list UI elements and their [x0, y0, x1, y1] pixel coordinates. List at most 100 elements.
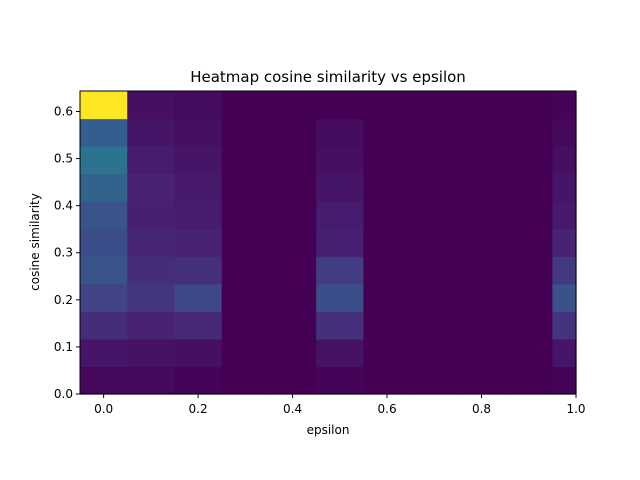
heatmap-cell — [505, 173, 553, 202]
heatmap-cell — [221, 228, 270, 257]
heatmap-cell — [316, 311, 365, 340]
heatmap-cell — [457, 256, 506, 285]
heatmap-cell — [80, 283, 128, 312]
heatmap-cell — [457, 118, 506, 147]
heatmap-cell — [505, 201, 553, 230]
heatmap-cell — [174, 338, 223, 368]
y-tick-label: 0.2 — [54, 293, 73, 307]
heatmap-cell — [127, 311, 176, 340]
heatmap-cell — [268, 283, 317, 312]
heatmap-cell — [552, 173, 577, 202]
heatmap-cell — [174, 91, 223, 120]
heatmap-cell — [552, 283, 577, 312]
heatmap-cell — [80, 91, 128, 120]
heatmap-cell — [80, 173, 128, 202]
heatmap-cell — [410, 311, 459, 340]
plot-frame — [79, 90, 577, 395]
y-tick-label: 0.3 — [54, 246, 73, 260]
heatmap-cell — [505, 256, 553, 285]
heatmap-cell — [410, 118, 459, 147]
heatmap-cell — [80, 201, 128, 230]
heatmap-cell — [316, 283, 365, 312]
heatmap-cell — [457, 228, 506, 257]
heatmap-cell — [316, 256, 365, 285]
heatmap-cell — [552, 256, 577, 285]
x-axis-label: epsilon — [307, 423, 350, 437]
heatmap-cell — [174, 256, 223, 285]
heatmap-cell — [410, 283, 459, 312]
heatmap-cell — [127, 118, 176, 147]
heatmap-cell — [221, 146, 270, 175]
y-tick-label: 0.0 — [54, 387, 73, 401]
heatmap-cell — [363, 366, 412, 395]
heatmap-cell — [316, 173, 365, 202]
heatmap-cell — [127, 228, 176, 257]
heatmap-cell — [316, 201, 365, 230]
heatmap-cell — [552, 91, 577, 120]
x-axis: 0.0 0.2 0.4 0.6 0.8 1.0 — [94, 394, 586, 416]
heatmap-cell — [268, 256, 317, 285]
heatmap-cell — [127, 338, 176, 368]
heatmap-cell — [457, 311, 506, 340]
heatmap-cell — [363, 118, 412, 147]
heatmap-cell — [552, 201, 577, 230]
heatmap-cell — [505, 338, 553, 368]
heatmap-cell — [410, 256, 459, 285]
heatmap-cell — [221, 173, 270, 202]
heatmap-cell — [174, 283, 223, 312]
heatmap-cell — [316, 366, 365, 395]
heatmap-cell — [127, 366, 176, 395]
heatmap-cell — [174, 146, 223, 175]
heatmap-cell — [316, 146, 365, 175]
heatmap-cell — [552, 228, 577, 257]
heatmap-cell — [221, 91, 270, 120]
y-tick-label: 0.1 — [54, 340, 73, 354]
heatmap-cell — [505, 146, 553, 175]
heatmap-cell — [127, 146, 176, 175]
heatmap-cell — [221, 366, 270, 395]
heatmap-cell — [363, 228, 412, 257]
heatmap-cell — [457, 283, 506, 312]
y-axis-label: cosine similarity — [28, 193, 42, 291]
heatmap-cell — [268, 146, 317, 175]
heatmap-cell — [505, 228, 553, 257]
heatmap-cell — [363, 91, 412, 120]
x-tick-label: 0.8 — [472, 402, 491, 416]
heatmap-cell — [221, 201, 270, 230]
heatmap-cell — [363, 283, 412, 312]
heatmap-cell — [80, 338, 128, 368]
heatmap-cell — [174, 366, 223, 395]
heatmap-cell — [268, 201, 317, 230]
x-tick-label: 1.0 — [566, 402, 585, 416]
heatmap-cell — [268, 228, 317, 257]
x-tick-label: 0.4 — [283, 402, 302, 416]
heatmap-cell — [80, 118, 128, 147]
heatmap-cell — [410, 228, 459, 257]
heatmap-cell — [174, 173, 223, 202]
heatmap-cell — [457, 173, 506, 202]
heatmap-cell — [410, 91, 459, 120]
y-tick-label: 0.5 — [54, 152, 73, 166]
heatmap-cell — [552, 146, 577, 175]
heatmap-cell — [221, 311, 270, 340]
heatmap-cell — [268, 91, 317, 120]
heatmap-cell — [80, 146, 128, 175]
heatmap-cell — [174, 311, 223, 340]
heatmap-cell — [80, 228, 128, 257]
y-axis: 0.0 0.1 0.2 0.3 0.4 0.5 0.6 — [54, 104, 80, 401]
heatmap-cell — [127, 283, 176, 312]
heatmap-cell — [363, 338, 412, 368]
heatmap-cell — [363, 201, 412, 230]
heatmap-cell — [505, 311, 553, 340]
heatmap-cell — [552, 366, 577, 395]
heatmap-cell — [268, 338, 317, 368]
x-tick-label: 0.6 — [378, 402, 397, 416]
heatmap-cell — [505, 283, 553, 312]
heatmap-cell — [552, 118, 577, 147]
heatmap-cell — [363, 256, 412, 285]
heatmap-cell — [552, 311, 577, 340]
heatmap-cell — [268, 118, 317, 147]
heatmap-cell — [127, 256, 176, 285]
heatmap-cell — [80, 311, 128, 340]
